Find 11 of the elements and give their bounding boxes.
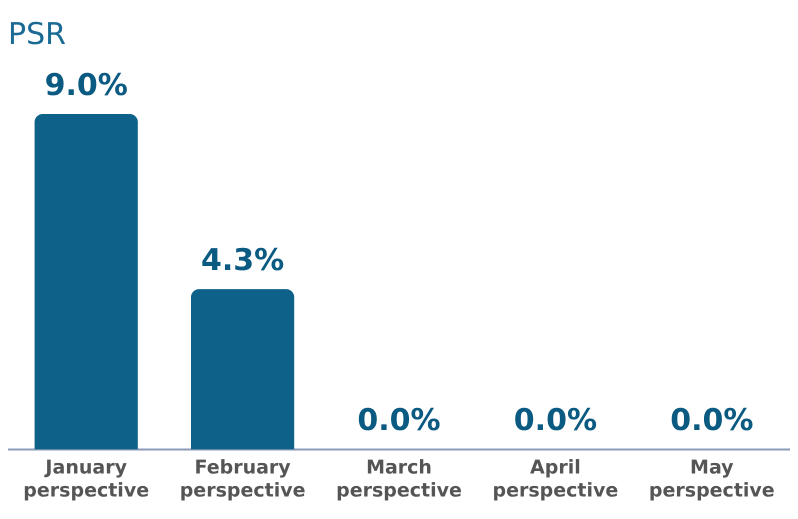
x-tick-label: January perspective [23,456,150,502]
data-label: 0.0% [357,403,441,438]
data-label: 0.0% [514,403,597,438]
data-label: 0.0% [670,403,754,438]
x-tick-label: February perspective [180,456,306,502]
chart-title: PSR [8,16,66,52]
x-tick-label: May perspective [648,456,775,502]
data-label: 9.0% [44,68,128,103]
x-tick-label: April perspective [492,456,618,502]
data-label: 4.3% [201,242,284,278]
x-tick-label: March perspective [336,456,462,502]
